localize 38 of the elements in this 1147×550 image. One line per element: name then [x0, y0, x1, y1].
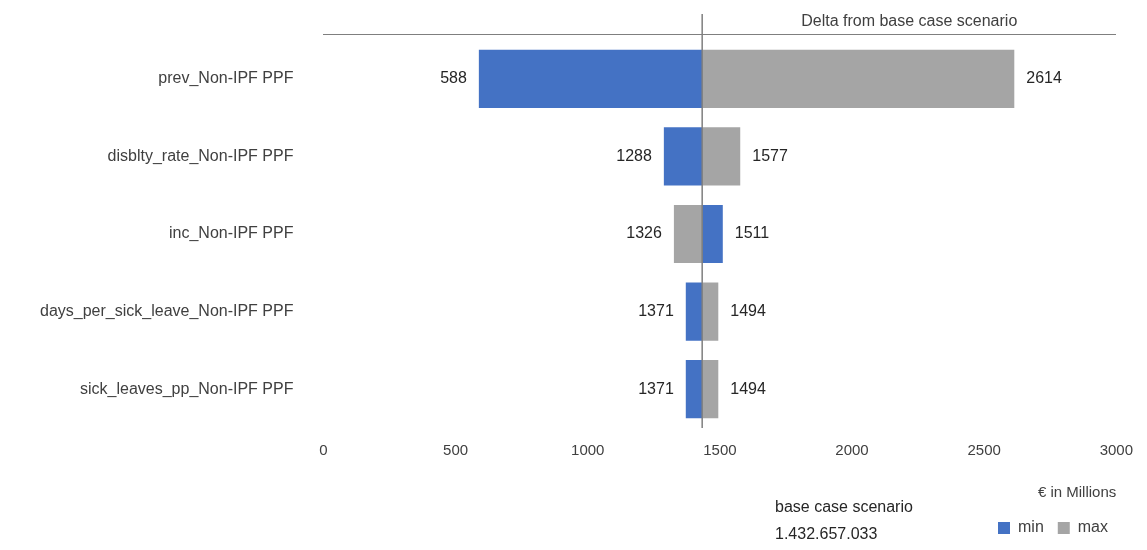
bar [685, 282, 703, 341]
x-tick-label: 500 [443, 441, 469, 459]
x-tick-label: 2000 [835, 441, 869, 459]
text: 1.432.657.033 [775, 525, 878, 543]
bar [702, 49, 1015, 108]
data-label: 2614 [1026, 69, 1062, 87]
legend-label: max [1077, 518, 1109, 536]
y-tick-label: days_per_sick_leave_Non-IPF PPF [40, 302, 294, 321]
bar [702, 282, 719, 341]
y-tick-label: inc_Non-IPF PPF [168, 224, 294, 243]
text: base case scenario [775, 498, 913, 516]
bar [685, 360, 703, 419]
bar [478, 49, 703, 108]
data-label: 1494 [730, 379, 766, 397]
x-tick-label: 0 [319, 441, 328, 459]
bar [663, 127, 703, 186]
x-tick-label: 3000 [1099, 441, 1133, 459]
data-label: 1511 [734, 224, 770, 242]
y-tick-label: sick_leaves_pp_Non-IPF PPF [80, 379, 294, 398]
data-label: 1326 [626, 224, 662, 242]
bar [702, 204, 723, 264]
bar [702, 360, 719, 419]
data-label: 1577 [752, 146, 788, 164]
data-label: 1371 [638, 379, 674, 397]
y-tick-label: disblty_rate_Non-IPF PPF [107, 146, 294, 165]
x-tick-label: 1500 [703, 441, 737, 459]
chart-title: Delta from base case scenario [801, 12, 1018, 29]
x-axis-title: € in Millions [1037, 483, 1117, 501]
bar [702, 127, 741, 186]
data-label: 588 [440, 69, 467, 87]
x-tick-label: 1000 [571, 441, 605, 459]
x-tick-label: 2500 [967, 441, 1001, 459]
data-label: 1288 [616, 146, 652, 164]
data-label: 1371 [638, 302, 674, 320]
data-label: 1494 [730, 302, 766, 320]
legend-label: min [1017, 518, 1044, 536]
bar [673, 204, 703, 264]
y-tick-label: prev_Non-IPF PPF [158, 69, 294, 88]
